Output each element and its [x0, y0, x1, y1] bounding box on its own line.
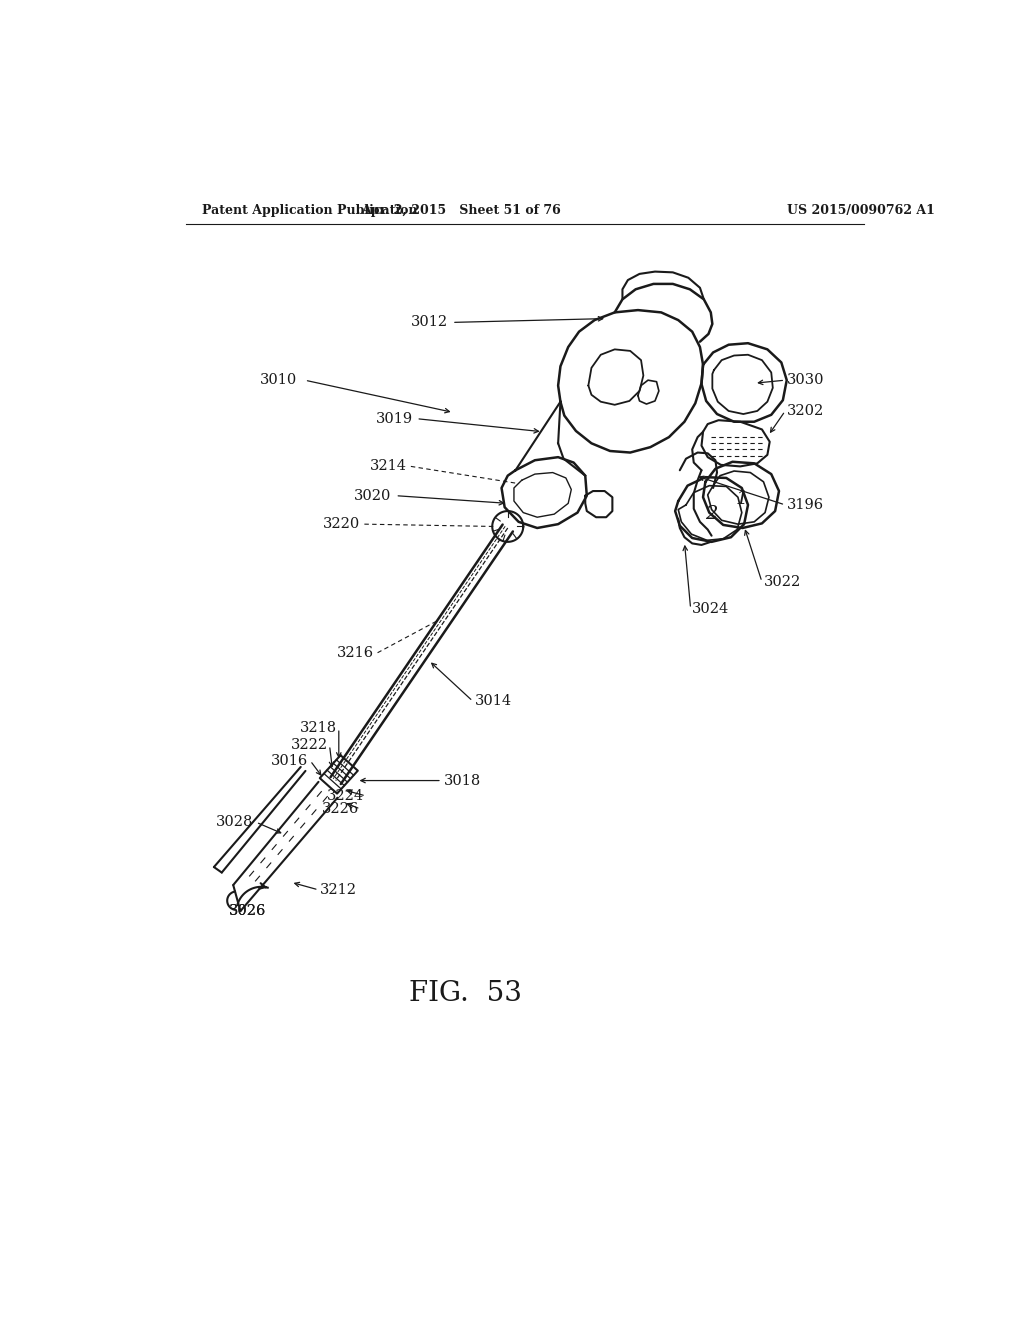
Text: 3014: 3014 [475, 694, 512, 709]
Text: 3030: 3030 [786, 374, 824, 387]
Text: Apr. 2, 2015   Sheet 51 of 76: Apr. 2, 2015 Sheet 51 of 76 [361, 205, 561, 218]
Text: 3218: 3218 [300, 721, 337, 735]
Text: 3216: 3216 [337, 645, 375, 660]
Text: FIG.  53: FIG. 53 [409, 981, 521, 1007]
Text: 3012: 3012 [411, 315, 449, 330]
Text: 3020: 3020 [354, 488, 391, 503]
Text: 3222: 3222 [291, 738, 328, 752]
Text: 3026: 3026 [228, 904, 266, 919]
Text: 3019: 3019 [376, 412, 414, 425]
Text: 3224: 3224 [328, 789, 365, 803]
Text: Patent Application Publication: Patent Application Publication [202, 205, 417, 218]
Text: 1: 1 [735, 490, 748, 508]
Text: 3022: 3022 [764, 576, 801, 589]
Text: 3214: 3214 [370, 459, 407, 474]
Text: 3202: 3202 [786, 404, 824, 418]
Text: 3028: 3028 [216, 816, 254, 829]
Text: 3220: 3220 [324, 517, 360, 531]
Text: 2: 2 [706, 506, 718, 523]
Text: 3016: 3016 [270, 754, 308, 767]
Text: 3196: 3196 [786, 498, 824, 512]
Text: 3226: 3226 [322, 803, 359, 816]
Text: 3010: 3010 [260, 374, 297, 387]
Text: 3024: 3024 [692, 602, 729, 616]
Text: 3212: 3212 [321, 883, 357, 896]
Text: 3026: 3026 [228, 904, 266, 919]
Text: 3018: 3018 [444, 774, 481, 788]
Text: US 2015/0090762 A1: US 2015/0090762 A1 [786, 205, 935, 218]
